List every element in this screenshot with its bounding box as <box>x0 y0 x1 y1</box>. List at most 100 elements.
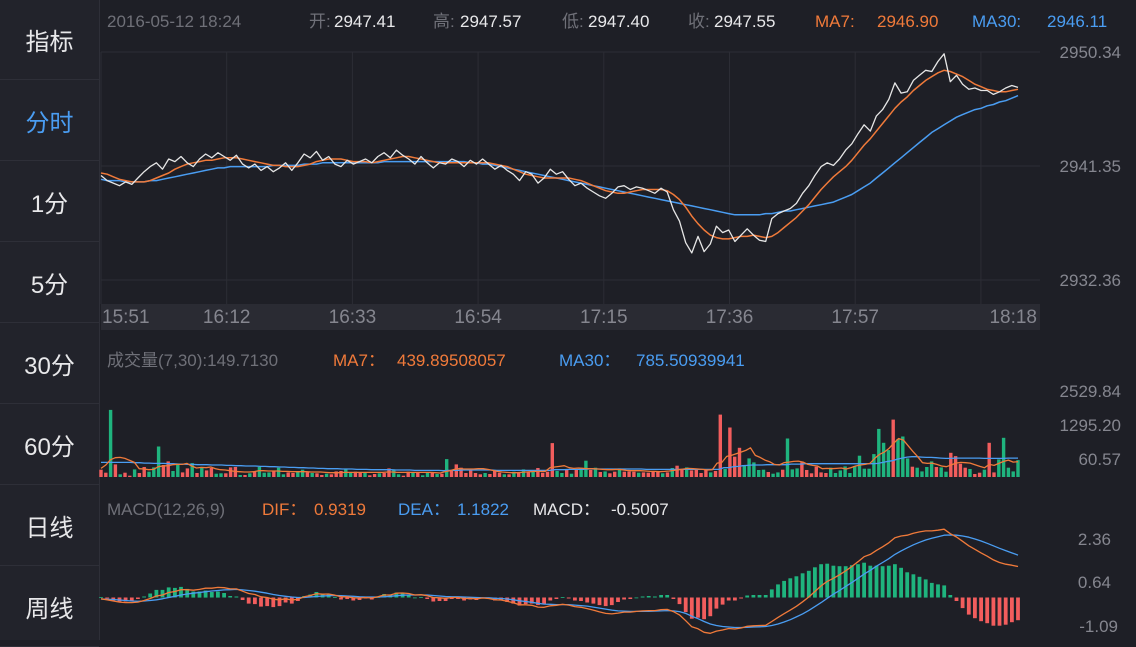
volume-bar <box>646 472 650 477</box>
macd-histogram-bar <box>800 573 805 598</box>
volume-bar <box>445 459 449 477</box>
macd-histogram-bar <box>936 584 940 598</box>
close-value: 2947.55 <box>714 12 775 31</box>
volume-ma7-line <box>100 437 1019 474</box>
high-label: 高: <box>433 12 455 31</box>
volume-bar <box>387 468 391 477</box>
macd-histogram-bar <box>99 597 103 598</box>
time-tick: 15:51 <box>102 307 150 328</box>
macd-histogram-bar <box>1016 597 1020 621</box>
sidebar-item-5[interactable]: 60分 <box>0 405 99 485</box>
macd-histogram-bar <box>493 597 497 601</box>
volume-bar <box>161 465 166 477</box>
volume-bar <box>541 472 545 477</box>
macd-histogram-bar <box>689 597 694 619</box>
volume-bar <box>104 472 108 477</box>
macd-histogram-bar <box>776 584 780 598</box>
volume-bar <box>939 467 943 477</box>
volume-bar <box>651 471 655 477</box>
volume-bar <box>560 473 564 477</box>
volume-bar <box>661 473 665 477</box>
macd-histogram-bar <box>948 595 953 598</box>
macd-histogram-bar <box>585 597 590 603</box>
volume-bar <box>214 473 218 477</box>
macd-histogram-bar <box>511 597 516 604</box>
volume-bar <box>857 455 862 477</box>
macd-histogram-bar <box>253 597 257 605</box>
volume-bar <box>123 472 127 477</box>
volume-bar <box>536 468 540 477</box>
volume-bar <box>853 466 857 477</box>
volume-bar <box>670 468 674 477</box>
sidebar-item-3[interactable]: 5分 <box>0 243 99 323</box>
volume-bar <box>603 471 607 477</box>
volume-bar <box>704 469 708 477</box>
sidebar-item-2[interactable]: 1分 <box>0 162 99 242</box>
volume-bar <box>449 471 454 477</box>
macd-histogram-bar <box>603 597 608 607</box>
macd-histogram-bar <box>628 597 633 599</box>
macd-histogram-bar <box>136 597 140 599</box>
volume-bar <box>656 471 660 477</box>
volume-bar <box>118 474 122 477</box>
macd-ytick: 0.64 <box>1078 573 1111 592</box>
volume-bar <box>190 463 194 477</box>
volume-bar <box>872 454 876 477</box>
macd-histogram-bar <box>160 589 165 598</box>
sidebar-item-1[interactable]: 分时 <box>0 81 99 161</box>
time-tick: 16:12 <box>203 307 251 328</box>
macd-histogram-bar <box>246 597 251 604</box>
volume-bar <box>997 459 1001 477</box>
volume-bar <box>459 467 463 477</box>
macd-histogram-bar <box>819 564 823 598</box>
volume-bar <box>152 467 156 477</box>
macd-ytick: -1.09 <box>1079 617 1118 636</box>
volume-bar <box>987 442 991 477</box>
macd-histogram-bar <box>677 597 682 605</box>
macd-histogram-bar <box>573 597 577 601</box>
volume-bar <box>348 473 353 477</box>
volume-bar <box>790 469 794 477</box>
sidebar-item-4[interactable]: 30分 <box>0 324 99 404</box>
volume-bar <box>781 469 785 477</box>
volume-bar <box>296 471 300 477</box>
price-ytick: 2941.35 <box>1060 157 1121 176</box>
macd-dif-line <box>100 528 1019 634</box>
macd-histogram-bar <box>283 597 288 603</box>
sidebar-item-6[interactable]: 日线 <box>0 486 99 566</box>
macd-histogram-bar <box>966 597 971 615</box>
volume-bar <box>814 466 818 477</box>
volume-bar <box>929 461 934 477</box>
price-ytick: 2950.34 <box>1060 43 1121 62</box>
volume-bar <box>886 450 891 477</box>
volume-bar <box>392 469 396 477</box>
volume-bar <box>973 474 977 477</box>
volume-bar <box>493 470 497 477</box>
macd-histogram-bar <box>129 597 134 601</box>
volume-bar <box>622 471 626 477</box>
volume-bar <box>833 473 838 477</box>
macd-dea-line <box>100 534 1019 629</box>
volume-bar <box>416 473 420 477</box>
macd-dif-value: 0.9319 <box>314 500 366 519</box>
sidebar-item-0[interactable]: 指标 <box>0 0 99 80</box>
volume-bar <box>689 470 694 477</box>
volume-bar <box>747 458 751 477</box>
volume-bar <box>915 467 919 477</box>
volume-bar <box>905 458 910 477</box>
volume-bar <box>531 472 535 477</box>
chart-period-sidebar: 指标 分时 1分 5分 30分 60分 日线 周线 <box>0 0 100 647</box>
volume-bar <box>728 427 732 477</box>
volume-ytick: 60.57 <box>1078 450 1121 469</box>
macd-macd-value: -0.5007 <box>611 500 669 519</box>
macd-histogram-bar <box>646 596 651 598</box>
volume-bar <box>593 467 598 477</box>
macd-histogram-bar <box>271 597 276 608</box>
macd-histogram-bar <box>868 565 873 598</box>
volume-bar <box>243 475 247 477</box>
price-ma30-line <box>100 94 1019 216</box>
macd-histogram-bar <box>419 597 423 598</box>
volume-bar <box>910 466 915 477</box>
macd-histogram-bar <box>222 593 226 598</box>
